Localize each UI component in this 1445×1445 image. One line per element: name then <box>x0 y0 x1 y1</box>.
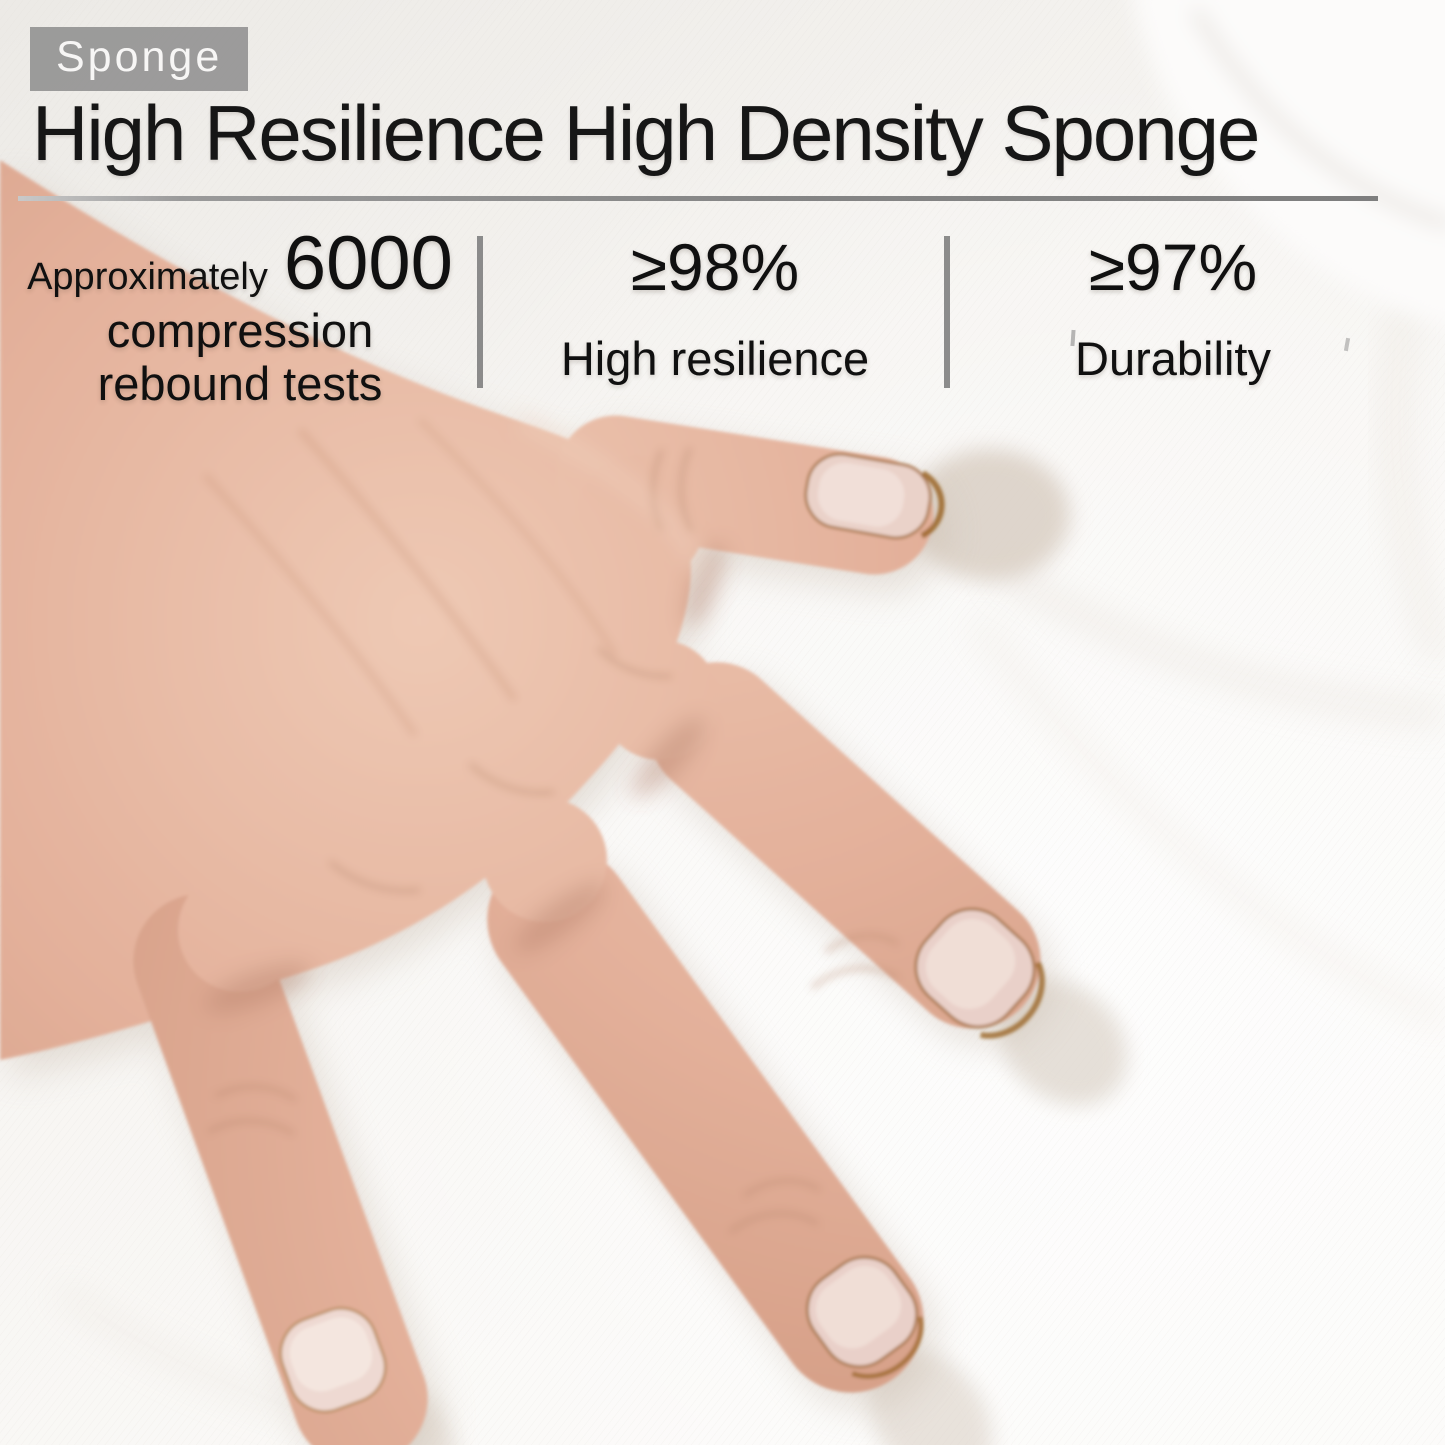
hand-tendons <box>202 418 618 737</box>
stat-label-line-2: rebound tests <box>97 357 383 411</box>
stats-row: Approximately 6000 compression rebound t… <box>0 0 1445 430</box>
hand-photo <box>0 160 1045 1445</box>
ring-nail <box>279 1306 387 1414</box>
stat-compression-tests: Approximately 6000 compression rebound t… <box>22 224 458 411</box>
category-badge: Sponge <box>30 27 249 92</box>
stat-value: 6000 <box>283 221 453 306</box>
skin-wrinkles <box>207 447 900 1234</box>
stat-label-line-1: compression <box>106 303 374 357</box>
index-nail <box>914 907 1045 1039</box>
divider-horizontal <box>18 196 1378 201</box>
stat-durability: ≥97% Durability <box>978 234 1368 386</box>
knuckle-highlight <box>516 413 707 573</box>
middle-nail <box>805 1255 924 1379</box>
divider-vertical-2 <box>944 236 950 388</box>
finger-web-shadows <box>206 542 726 1013</box>
stat-prefix: Approximately <box>27 256 268 298</box>
blanket-corner <box>1133 0 1445 326</box>
stat-value: ≥98% <box>630 230 800 304</box>
middle-finger <box>487 846 924 1393</box>
divider-vertical-1 <box>477 236 483 388</box>
page-title: High Resilience High Density Sponge <box>32 89 1260 177</box>
stat-high-resilience: ≥98% High resilience <box>520 234 910 386</box>
stat-value: ≥97% <box>1088 230 1258 304</box>
stat-label: Durability <box>1075 332 1271 385</box>
stat-label: High resilience <box>560 332 870 385</box>
stat-value-line: Approximately 6000 <box>22 224 458 304</box>
thumb-nail <box>804 452 945 540</box>
fingernails <box>279 452 1045 1414</box>
